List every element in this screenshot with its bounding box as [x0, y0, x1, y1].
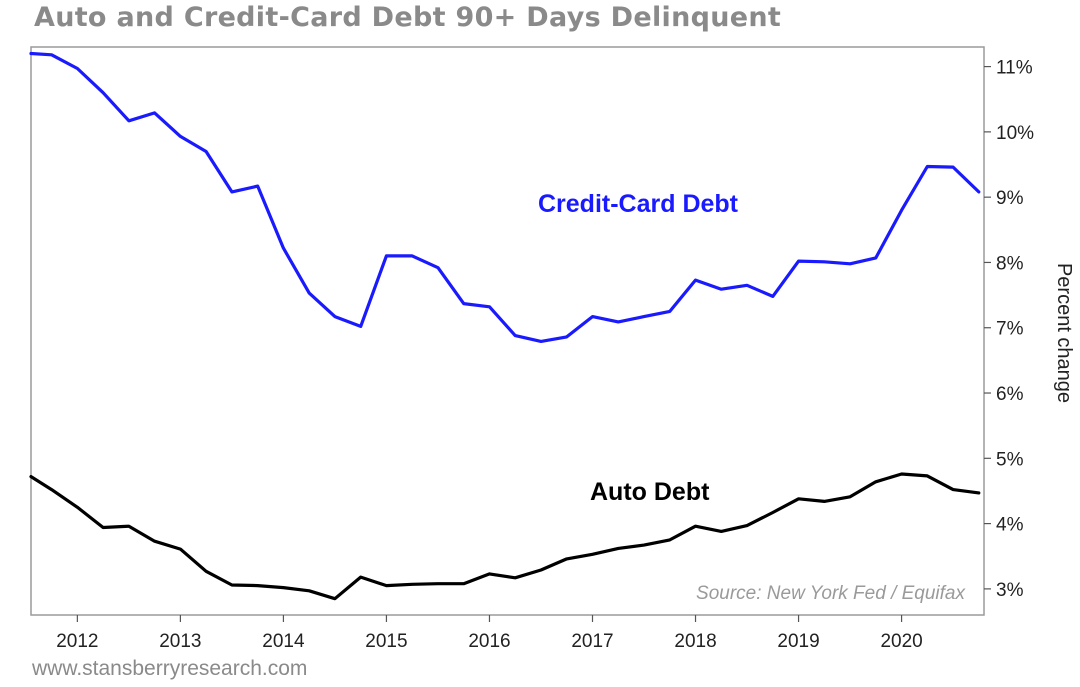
series-label-auto: Auto Debt — [590, 478, 710, 506]
x-tick-label: 2016 — [468, 631, 510, 652]
y-axis-label: Percent change — [1053, 263, 1075, 403]
y-tick-label: 9% — [996, 188, 1024, 209]
footer-url: www.stansberryresearch.com — [32, 657, 308, 680]
x-tick-label: 2020 — [880, 631, 922, 652]
y-tick-label: 5% — [996, 449, 1024, 470]
y-axis: 3% 4% 5% 6% 7% 8% 9% 10% 11% — [984, 58, 1034, 601]
x-tick-label: 2018 — [674, 631, 716, 652]
y-tick-label: 10% — [996, 123, 1034, 144]
y-tick-label: 3% — [996, 580, 1024, 601]
series-label-credit: Credit-Card Debt — [538, 190, 739, 218]
source-annotation: Source: New York Fed / Equifax — [696, 583, 966, 604]
x-tick-label: 2017 — [571, 631, 613, 652]
y-tick-label: 4% — [996, 515, 1024, 536]
y-tick-label: 7% — [996, 319, 1024, 340]
y-tick-label: 11% — [996, 58, 1033, 79]
x-tick-label: 2012 — [56, 631, 98, 652]
x-tick-label: 2013 — [159, 631, 201, 652]
y-tick-label: 8% — [996, 253, 1024, 274]
x-tick-label: 2015 — [365, 631, 407, 652]
y-tick-label: 6% — [996, 384, 1024, 405]
x-tick-label: 2019 — [777, 631, 819, 652]
series-layer — [29, 51, 981, 601]
auto-debt-line — [29, 472, 981, 601]
chart-title: Auto and Credit-Card Debt 90+ Days Delin… — [34, 2, 782, 33]
x-tick-label: 2014 — [262, 631, 305, 652]
credit-card-debt-line — [29, 51, 981, 343]
x-axis: 2012 2013 2014 2015 2016 2017 2018 2019 2020 — [56, 615, 923, 652]
